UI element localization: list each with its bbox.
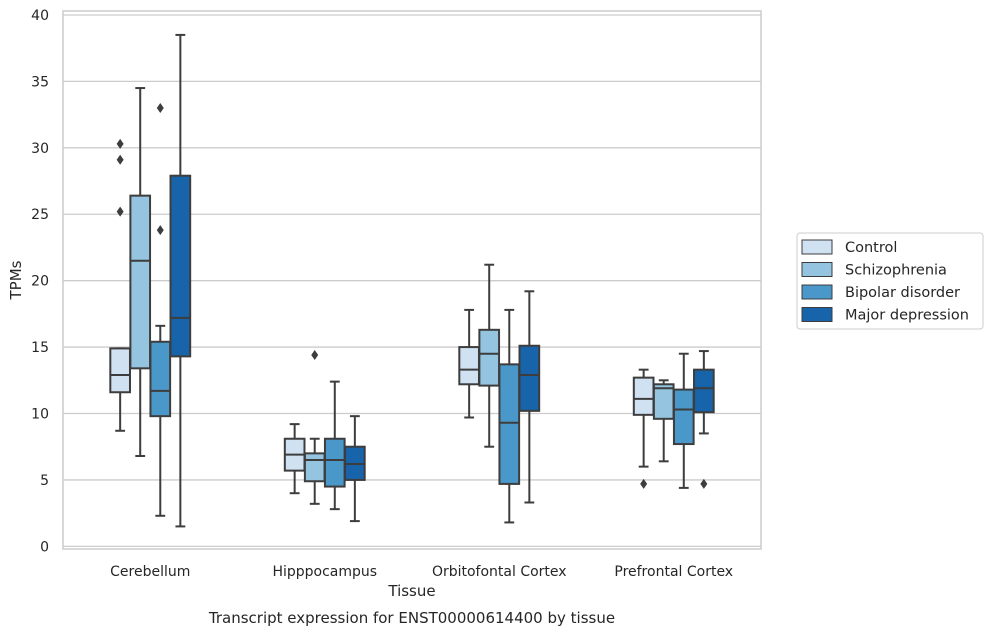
box-item xyxy=(283,423,306,495)
box-item xyxy=(149,102,172,517)
box-groups xyxy=(109,33,715,528)
x-tick-label: Cerebellum xyxy=(110,564,190,580)
y-tick-label: 0 xyxy=(40,539,49,555)
box xyxy=(652,383,675,420)
legend-swatch xyxy=(801,262,833,277)
legend-entry-label: Control xyxy=(845,240,897,256)
x-axis-label: Tissue xyxy=(387,582,435,600)
y-axis-label: TPMs xyxy=(7,260,25,300)
y-tick-label: 10 xyxy=(31,407,49,423)
box xyxy=(323,437,346,488)
x-tick-label: Hipppocampus xyxy=(272,564,377,580)
box xyxy=(129,194,152,370)
y-tick-label: 25 xyxy=(31,207,49,223)
x-axis-ticks: Cerebellum Hipppocampus Orbitofontal Corte… xyxy=(110,564,733,580)
plot-background xyxy=(63,11,761,549)
legend-entry-label: Major depression xyxy=(845,308,969,324)
outlier-point xyxy=(116,206,124,217)
plot-frame xyxy=(62,10,762,550)
y-tick-label: 20 xyxy=(31,274,49,290)
box xyxy=(518,344,541,412)
y-axis-ticks: 0 5 10 15 20 25 30 35 40 xyxy=(31,8,49,555)
outlier-point xyxy=(116,154,124,165)
box-item xyxy=(109,138,131,432)
box xyxy=(109,347,131,394)
legend-entry-label: Schizophrenia xyxy=(845,263,947,279)
y-tick-label: 30 xyxy=(31,141,49,157)
y-tick-label: 5 xyxy=(40,473,49,489)
box xyxy=(632,376,655,416)
box-item xyxy=(632,368,655,489)
box xyxy=(478,328,501,387)
legend: Control Schizophrenia Bipolar disorder Majo… xyxy=(796,232,984,330)
outlier-point xyxy=(156,102,164,113)
box-item xyxy=(498,308,521,524)
box-item xyxy=(169,33,192,528)
chart-caption: Transcript expression for ENST0000061440… xyxy=(208,609,615,627)
box xyxy=(458,346,480,386)
box xyxy=(303,452,326,483)
box-item xyxy=(303,350,326,505)
x-tick-label: Prefrontal Cortex xyxy=(614,564,733,580)
legend-entry-label: Bipolar disorder xyxy=(845,285,960,301)
box-item xyxy=(478,263,501,448)
box-item xyxy=(518,290,541,504)
legend-swatch xyxy=(801,284,833,300)
box-item xyxy=(672,352,695,489)
outlier-point xyxy=(311,350,319,361)
box xyxy=(498,363,521,485)
outlier-point xyxy=(700,478,708,489)
y-tick-label: 15 xyxy=(31,340,49,356)
box-item xyxy=(344,415,366,523)
legend-swatch xyxy=(801,239,833,255)
legend-swatch xyxy=(801,307,833,322)
y-tick-label: 35 xyxy=(31,74,49,90)
box-item xyxy=(693,350,715,489)
box xyxy=(149,340,172,418)
outlier-point xyxy=(116,138,124,149)
box xyxy=(169,174,192,358)
outlier-point xyxy=(156,225,164,236)
y-tick-label: 40 xyxy=(31,8,49,24)
box xyxy=(693,368,715,414)
box-item xyxy=(129,87,152,458)
x-tick-label: Orbitofontal Cortex xyxy=(432,564,567,580)
outlier-point xyxy=(640,478,648,489)
box xyxy=(672,388,695,446)
legend-frame xyxy=(796,232,984,330)
